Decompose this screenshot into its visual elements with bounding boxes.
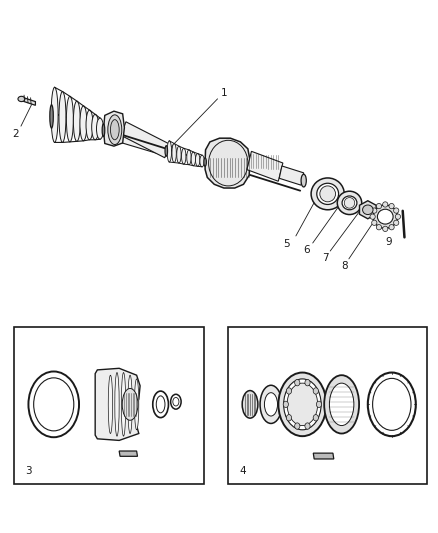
Text: 2: 2 xyxy=(12,128,19,139)
Circle shape xyxy=(286,415,291,421)
Ellipse shape xyxy=(278,373,325,436)
Ellipse shape xyxy=(375,224,381,230)
Polygon shape xyxy=(313,453,333,459)
Circle shape xyxy=(304,423,309,429)
Ellipse shape xyxy=(264,393,277,416)
Circle shape xyxy=(312,388,318,394)
Circle shape xyxy=(294,379,299,386)
Ellipse shape xyxy=(311,178,343,210)
Ellipse shape xyxy=(323,375,358,433)
Ellipse shape xyxy=(86,110,93,140)
Bar xyxy=(228,327,426,484)
Ellipse shape xyxy=(394,214,399,219)
Ellipse shape xyxy=(341,196,356,210)
Ellipse shape xyxy=(115,373,119,436)
Ellipse shape xyxy=(367,373,415,436)
Ellipse shape xyxy=(173,398,179,406)
Polygon shape xyxy=(246,151,282,181)
Ellipse shape xyxy=(242,391,257,418)
Ellipse shape xyxy=(73,101,80,141)
Ellipse shape xyxy=(300,174,306,187)
Polygon shape xyxy=(103,111,124,146)
Polygon shape xyxy=(95,368,140,440)
Polygon shape xyxy=(121,122,169,158)
Ellipse shape xyxy=(28,372,79,437)
Ellipse shape xyxy=(122,389,138,420)
Text: 8: 8 xyxy=(340,261,346,271)
Text: 3: 3 xyxy=(25,466,32,477)
Polygon shape xyxy=(118,132,168,156)
Ellipse shape xyxy=(393,208,398,213)
Text: 7: 7 xyxy=(321,253,328,263)
Polygon shape xyxy=(279,166,303,185)
Ellipse shape xyxy=(152,391,168,418)
Ellipse shape xyxy=(286,383,317,425)
Ellipse shape xyxy=(388,204,393,209)
Ellipse shape xyxy=(102,124,105,136)
Text: 5: 5 xyxy=(282,239,289,249)
Ellipse shape xyxy=(328,383,353,425)
Ellipse shape xyxy=(51,87,58,142)
Ellipse shape xyxy=(316,183,338,205)
Ellipse shape xyxy=(34,378,74,431)
Ellipse shape xyxy=(362,205,372,215)
Ellipse shape xyxy=(49,105,53,128)
Ellipse shape xyxy=(375,204,381,209)
Ellipse shape xyxy=(377,209,392,224)
Ellipse shape xyxy=(172,143,176,163)
Ellipse shape xyxy=(283,379,321,430)
Ellipse shape xyxy=(108,375,113,433)
Ellipse shape xyxy=(170,394,181,409)
Ellipse shape xyxy=(382,202,387,207)
Ellipse shape xyxy=(319,186,335,202)
Ellipse shape xyxy=(134,379,138,430)
Ellipse shape xyxy=(121,373,125,436)
Text: 6: 6 xyxy=(303,245,310,255)
Bar xyxy=(14,327,204,484)
Ellipse shape xyxy=(343,198,354,208)
Ellipse shape xyxy=(191,152,195,166)
Ellipse shape xyxy=(96,118,103,139)
Ellipse shape xyxy=(372,205,396,228)
Ellipse shape xyxy=(203,158,206,166)
Ellipse shape xyxy=(80,106,87,141)
Ellipse shape xyxy=(108,115,121,144)
Circle shape xyxy=(316,401,321,408)
Ellipse shape xyxy=(167,141,171,162)
Ellipse shape xyxy=(371,208,376,213)
Text: 1: 1 xyxy=(220,88,227,98)
Text: 9: 9 xyxy=(385,237,391,247)
Ellipse shape xyxy=(382,226,387,231)
Ellipse shape xyxy=(393,220,398,225)
Ellipse shape xyxy=(127,375,132,433)
Polygon shape xyxy=(21,97,35,106)
Ellipse shape xyxy=(372,378,410,430)
Circle shape xyxy=(283,401,288,408)
Ellipse shape xyxy=(259,385,281,423)
Circle shape xyxy=(286,388,291,394)
Ellipse shape xyxy=(66,96,73,142)
Ellipse shape xyxy=(18,96,25,102)
Ellipse shape xyxy=(92,114,99,140)
Ellipse shape xyxy=(156,396,165,413)
Text: 4: 4 xyxy=(239,466,245,477)
Ellipse shape xyxy=(186,150,191,165)
Polygon shape xyxy=(205,138,250,188)
Circle shape xyxy=(312,415,318,421)
Ellipse shape xyxy=(110,119,119,140)
Ellipse shape xyxy=(195,154,199,166)
Ellipse shape xyxy=(181,148,185,164)
Ellipse shape xyxy=(388,224,393,230)
Circle shape xyxy=(304,379,309,386)
Polygon shape xyxy=(359,201,375,219)
Ellipse shape xyxy=(336,191,361,215)
Ellipse shape xyxy=(165,146,167,156)
Ellipse shape xyxy=(199,155,204,167)
Ellipse shape xyxy=(371,220,376,225)
Ellipse shape xyxy=(369,214,374,219)
Ellipse shape xyxy=(177,146,181,163)
Circle shape xyxy=(294,423,299,429)
Ellipse shape xyxy=(59,92,66,142)
Polygon shape xyxy=(119,451,137,456)
